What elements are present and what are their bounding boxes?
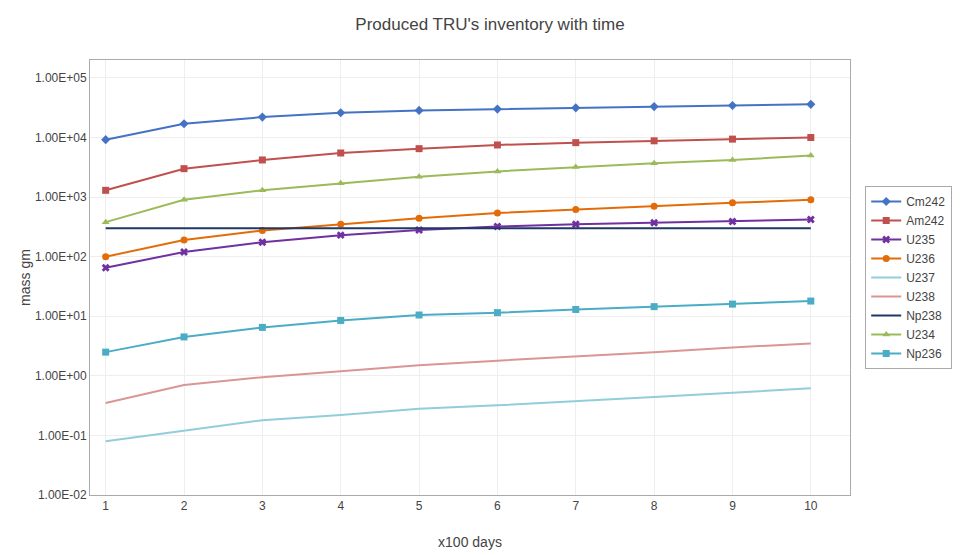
svg-text:9: 9: [729, 499, 736, 513]
svg-text:Am242: Am242: [906, 214, 944, 228]
svg-text:8: 8: [651, 499, 658, 513]
svg-text:U234: U234: [906, 328, 935, 342]
svg-text:Cm242: Cm242: [906, 195, 945, 209]
svg-text:1.00E-02: 1.00E-02: [38, 488, 87, 502]
svg-text:5: 5: [416, 499, 423, 513]
svg-text:Np236: Np236: [906, 347, 942, 361]
svg-text:Produced TRU's inventory with: Produced TRU's inventory with time: [355, 15, 624, 34]
svg-text:6: 6: [494, 499, 501, 513]
svg-text:U236: U236: [906, 252, 935, 266]
svg-text:2: 2: [181, 499, 188, 513]
svg-text:1.00E+04: 1.00E+04: [35, 131, 87, 145]
svg-text:U235: U235: [906, 233, 935, 247]
svg-text:1.00E+05: 1.00E+05: [35, 71, 87, 85]
svg-text:4: 4: [337, 499, 344, 513]
svg-text:Np238: Np238: [906, 309, 942, 323]
svg-text:7: 7: [572, 499, 579, 513]
svg-text:1.00E+03: 1.00E+03: [35, 190, 87, 204]
svg-text:U238: U238: [906, 290, 935, 304]
svg-text:1.00E-01: 1.00E-01: [38, 429, 87, 443]
svg-text:1.00E+02: 1.00E+02: [35, 250, 87, 264]
svg-text:1.00E+01: 1.00E+01: [35, 309, 87, 323]
svg-text:U237: U237: [906, 271, 935, 285]
svg-text:x100 days: x100 days: [438, 534, 502, 550]
svg-text:10: 10: [804, 499, 818, 513]
svg-text:1.00E+00: 1.00E+00: [35, 369, 87, 383]
svg-text:1: 1: [102, 499, 109, 513]
svg-text:mass gm: mass gm: [17, 249, 33, 306]
svg-text:3: 3: [259, 499, 266, 513]
